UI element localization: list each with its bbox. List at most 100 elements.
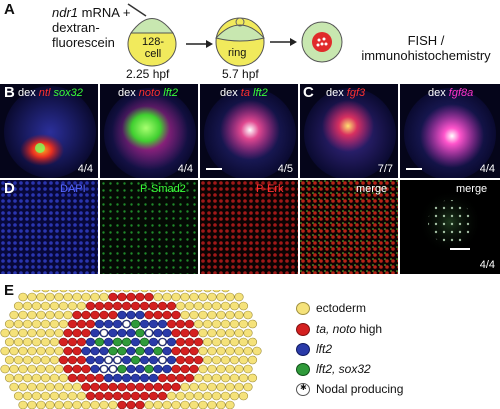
ectoderm-cell xyxy=(180,292,190,302)
nodal-producing-cell xyxy=(109,365,117,373)
ectoderm-cell xyxy=(50,290,59,293)
ta-noto-cell xyxy=(67,373,78,383)
embryo-128cell-blastoderm xyxy=(130,18,174,34)
ectoderm-cell xyxy=(67,301,78,311)
lft2-cell xyxy=(148,337,159,347)
ta-noto-cell xyxy=(81,310,91,320)
ectoderm-cell xyxy=(229,337,240,347)
ectoderm-cell xyxy=(193,373,204,383)
ectoderm-cell xyxy=(36,382,46,392)
ta-noto-cell xyxy=(162,310,172,320)
image-b3: dex ta lft2 4/5 xyxy=(200,84,298,178)
ectoderm-cell xyxy=(202,355,213,365)
lft2-cell xyxy=(135,310,145,320)
ectoderm-cell xyxy=(36,292,46,302)
panel-label-c: C xyxy=(303,84,314,101)
lft2-cell xyxy=(117,310,127,320)
ectoderm-cell xyxy=(140,290,149,293)
lft2-cell xyxy=(108,328,118,338)
lft2-cell xyxy=(85,337,96,347)
lft2-cell xyxy=(103,319,114,329)
legend-swatch-ectoderm xyxy=(296,302,310,315)
ectoderm-cell xyxy=(203,290,212,293)
ectoderm-cell xyxy=(13,319,24,329)
ta-noto-cell xyxy=(72,364,82,374)
ectoderm-cell xyxy=(113,290,122,293)
legend-item-ta-noto: ta, noto high xyxy=(296,321,382,337)
ectoderm-cell xyxy=(198,292,208,302)
ta-noto-cell xyxy=(162,382,172,392)
ectoderm-cell xyxy=(166,391,177,401)
ectoderm-cell xyxy=(212,290,221,293)
stage1-cell-label: 128- cell xyxy=(141,36,165,60)
ta-noto-cell xyxy=(135,400,145,409)
ectoderm-cell xyxy=(202,337,213,347)
ectoderm-cell xyxy=(72,382,82,392)
ectoderm-cell xyxy=(18,328,28,338)
ectoderm-cell xyxy=(32,290,41,293)
ectoderm-cell xyxy=(247,373,258,383)
ectoderm-cell xyxy=(40,355,51,365)
ta-noto-cell xyxy=(180,364,190,374)
lft2-cell xyxy=(148,373,159,383)
lft2-cell xyxy=(112,373,123,383)
ta-noto-cell xyxy=(63,328,73,338)
ectoderm-cell xyxy=(229,391,240,401)
ectoderm-cell xyxy=(72,292,82,302)
ectoderm-cell xyxy=(13,301,24,311)
image-d5-count: 4/4 xyxy=(479,259,495,271)
ectoderm-cell xyxy=(104,290,113,293)
ectoderm-cell xyxy=(40,319,51,329)
ta-noto-cell xyxy=(108,292,118,302)
ta-noto-cell xyxy=(126,292,136,302)
lft2-cell xyxy=(94,355,105,365)
ectoderm-cell xyxy=(27,346,37,356)
ectoderm-cell xyxy=(108,400,118,409)
ectoderm-cell xyxy=(40,391,51,401)
ectoderm-cell xyxy=(4,337,15,347)
ectoderm-cell xyxy=(225,310,235,320)
ectoderm-cell xyxy=(238,301,249,311)
lft2-cell xyxy=(153,364,163,374)
lft2-cell xyxy=(162,346,172,356)
ectoderm-cell xyxy=(234,328,244,338)
ectoderm-cell xyxy=(13,337,24,347)
injection-fluorescein: fluorescein xyxy=(52,35,115,50)
ectoderm-cell xyxy=(122,290,131,293)
nodal-producing-cell xyxy=(159,338,166,346)
ta-noto-cell xyxy=(112,391,123,401)
ta-noto-cell xyxy=(171,382,181,392)
ectoderm-cell xyxy=(36,364,46,374)
ectoderm-cell xyxy=(225,292,235,302)
ta-noto-cell xyxy=(85,301,96,311)
image-b2-content xyxy=(104,88,196,178)
ectoderm-cell xyxy=(207,382,217,392)
ectoderm-cell xyxy=(207,292,217,302)
legend-item-nodal-producing: ✱ Nodal producing xyxy=(296,381,403,397)
ta-noto-cell xyxy=(90,310,100,320)
ectoderm-cell xyxy=(22,373,33,383)
legend-swatch-ta-noto xyxy=(296,323,310,336)
image-d4: merge xyxy=(300,180,398,274)
lft2-cell xyxy=(126,328,136,338)
ta-noto-cell xyxy=(148,301,159,311)
ta-noto-cell xyxy=(108,382,118,392)
image-d5: merge 4/4 xyxy=(400,180,500,274)
ectoderm-cell xyxy=(234,310,244,320)
ectoderm-cell xyxy=(27,382,37,392)
ectoderm-cell xyxy=(202,373,213,383)
ectoderm-cell xyxy=(81,400,91,409)
lft2-cell xyxy=(148,355,159,365)
ectoderm-cell xyxy=(4,355,15,365)
ectoderm-cell xyxy=(198,310,208,320)
ta-noto-cell xyxy=(58,337,69,347)
ectoderm-cell xyxy=(225,382,235,392)
ta-noto-cell xyxy=(166,373,177,383)
ectoderm-cell xyxy=(58,319,69,329)
ectoderm-cell xyxy=(131,290,140,293)
ta-noto-cell xyxy=(135,382,145,392)
ectoderm-cell xyxy=(49,373,60,383)
lft2-cell xyxy=(117,328,127,338)
ectoderm-cell xyxy=(189,382,199,392)
scale-bar xyxy=(206,168,222,170)
